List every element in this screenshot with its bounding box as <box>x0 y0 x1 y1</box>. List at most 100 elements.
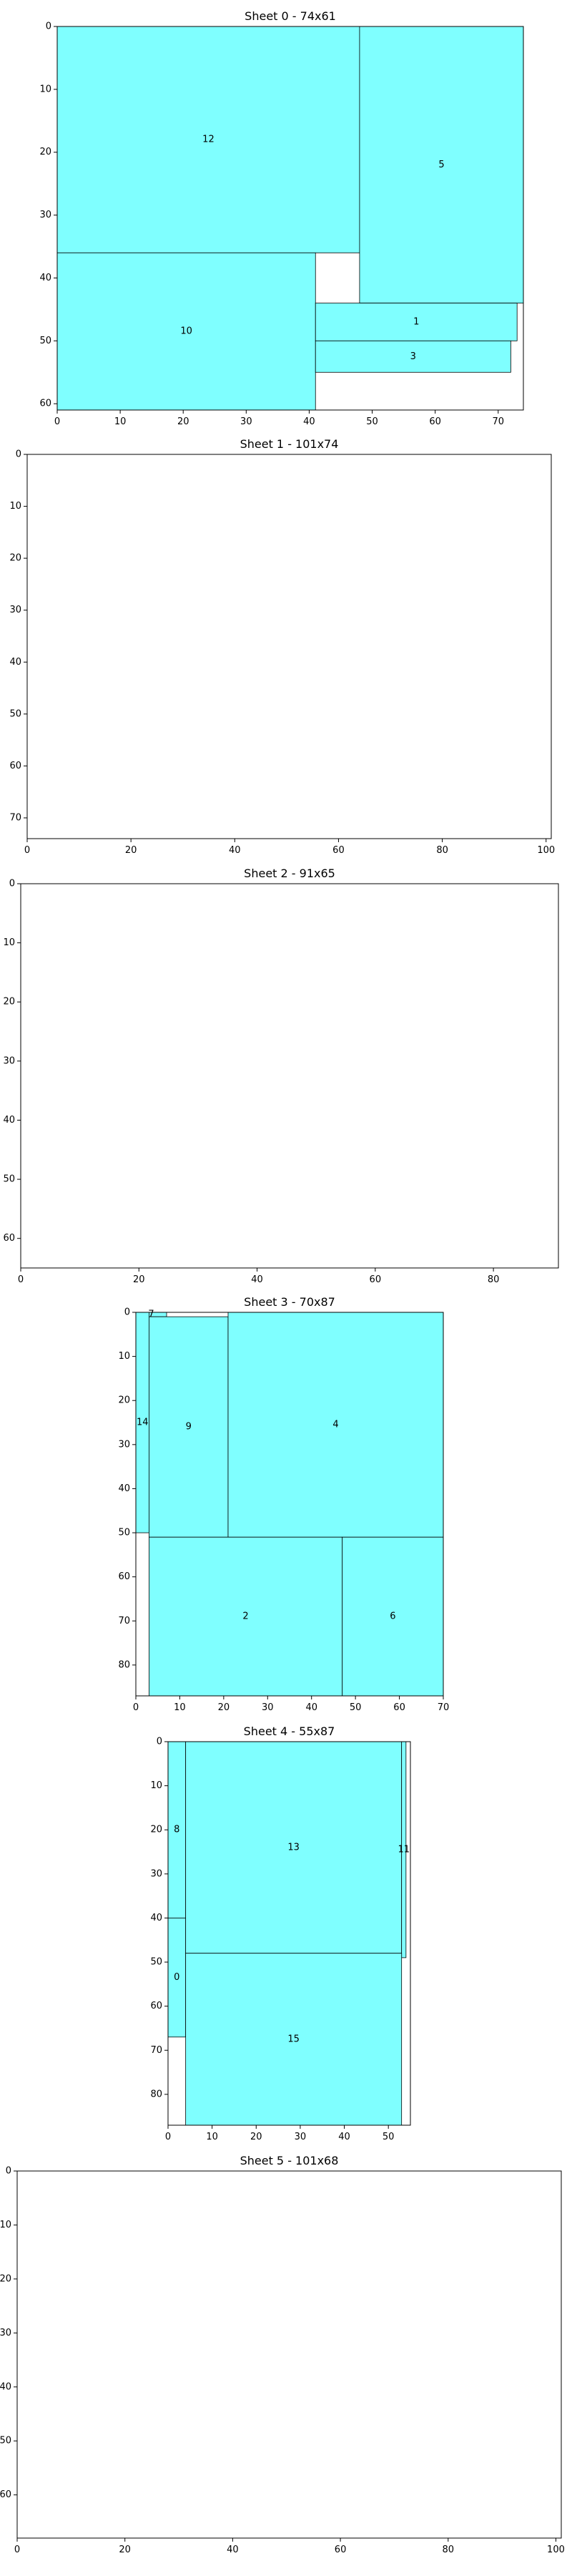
y-tick-label: 20 <box>118 1395 130 1406</box>
piece-label: 14 <box>137 1418 149 1428</box>
x-tick-label: 40 <box>303 416 315 427</box>
piece-label: 3 <box>410 351 416 362</box>
x-tick-label: 80 <box>488 1274 500 1285</box>
y-tick-label: 40 <box>118 1483 130 1494</box>
piece-label: 15 <box>287 2034 300 2044</box>
sheet-1: Sheet 1 - 101x74 0 20 40 60 80 100 0 10 20 30 40 50 6… <box>9 437 555 856</box>
sheet-title: Sheet 5 - 101x68 <box>240 2154 339 2167</box>
piece-label: 5 <box>438 160 444 170</box>
y-tick-label: 80 <box>150 2089 162 2099</box>
x-tick-label: 20 <box>133 1274 145 1285</box>
y-tick-label: 0 <box>124 1307 130 1318</box>
piece-label: 7 <box>148 1309 154 1320</box>
x-tick-label: 50 <box>366 416 378 427</box>
x-tick-label: 20 <box>250 2132 262 2142</box>
y-tick-label: 40 <box>150 1913 162 1923</box>
y-tick-label: 0 <box>9 879 15 889</box>
y-tick-label: 50 <box>9 708 21 719</box>
x-tick-label: 60 <box>370 1274 382 1285</box>
sheet-title: Sheet 3 - 70x87 <box>244 1295 335 1309</box>
sheet-title: Sheet 4 - 55x87 <box>244 1724 335 1738</box>
piece-12 <box>56 26 360 253</box>
y-tick-label: 20 <box>3 997 15 1008</box>
y-tick-label: 40 <box>3 1115 15 1126</box>
y-tick-label: 20 <box>150 1825 162 1835</box>
piece-4 <box>227 1312 444 1538</box>
x-tick-label: 40 <box>227 2545 239 2555</box>
plot-frame <box>167 1741 411 2126</box>
piece-label: 12 <box>202 135 214 145</box>
x-tick-label: 60 <box>332 845 345 856</box>
piece-label: 6 <box>390 1611 395 1622</box>
sheet-title: Sheet 0 - 74x61 <box>245 9 336 23</box>
x-tick-label: 20 <box>218 1702 230 1713</box>
plot-frame <box>135 1312 444 1697</box>
x-tick-label: 60 <box>335 2545 347 2555</box>
x-tick-label: 40 <box>338 2132 350 2142</box>
piece-5 <box>359 26 524 304</box>
y-tick-label: 10 <box>9 501 21 512</box>
plot-frame <box>26 454 552 839</box>
y-tick-label: 10 <box>118 1351 130 1362</box>
y-tick-label: 0 <box>6 2166 11 2177</box>
y-tick-label: 60 <box>39 399 51 409</box>
x-tick-label: 10 <box>206 2132 218 2142</box>
y-tick-label: 10 <box>3 937 15 948</box>
y-tick-label: 10 <box>150 1780 162 1791</box>
x-tick-label: 20 <box>177 416 189 427</box>
x-tick-label: 0 <box>54 416 60 427</box>
x-tick-label: 50 <box>383 2132 395 2142</box>
y-tick-label: 20 <box>9 553 21 564</box>
y-tick-label: 30 <box>9 605 21 615</box>
sheet-5: Sheet 5 - 101x68 0 20 40 60 80 100 0 10 20 30 40 50 6… <box>0 2154 565 2555</box>
piece-9 <box>149 1316 229 1538</box>
y-tick-label: 70 <box>9 812 21 823</box>
y-tick-label: 30 <box>3 1055 15 1066</box>
y-tick-label: 40 <box>39 273 51 283</box>
y-tick-label: 60 <box>3 1233 15 1244</box>
y-tick-label: 70 <box>150 2045 162 2056</box>
y-tick-label: 40 <box>0 2381 11 2392</box>
y-tick-label: 0 <box>157 1737 162 1747</box>
x-tick-label: 20 <box>125 845 137 856</box>
y-tick-label: 30 <box>150 1868 162 1879</box>
x-tick-label: 60 <box>429 416 441 427</box>
piece-label: 4 <box>332 1420 338 1430</box>
piece-2 <box>149 1536 343 1697</box>
x-tick-label: 80 <box>436 845 448 856</box>
plot-frame <box>20 883 559 1269</box>
x-tick-label: 0 <box>24 845 30 856</box>
piece-label: 10 <box>180 326 192 337</box>
y-tick-label: 20 <box>39 147 51 157</box>
sheet-title: Sheet 2 - 91x65 <box>244 867 335 880</box>
sheet-title: Sheet 1 - 101x74 <box>240 437 339 451</box>
x-tick-label: 30 <box>240 416 252 427</box>
piece-10 <box>56 252 316 411</box>
y-tick-label: 0 <box>46 21 51 32</box>
piece-1 <box>315 303 518 341</box>
y-tick-label: 60 <box>150 2001 162 2011</box>
y-tick-label: 0 <box>16 449 21 460</box>
x-tick-label: 70 <box>492 416 504 427</box>
y-tick-label: 50 <box>39 336 51 346</box>
y-tick-label: 80 <box>118 1659 130 1670</box>
piece-label: 2 <box>242 1611 248 1622</box>
piece-label: 8 <box>174 1825 179 1835</box>
piece-label: 13 <box>287 1842 300 1853</box>
x-tick-label: 10 <box>174 1702 186 1713</box>
piece-label: 9 <box>186 1422 192 1433</box>
piece-15 <box>185 1953 403 2126</box>
y-tick-label: 60 <box>118 1571 130 1582</box>
y-tick-label: 70 <box>118 1616 130 1626</box>
y-tick-label: 30 <box>0 2328 11 2338</box>
x-tick-label: 30 <box>262 1702 274 1713</box>
piece-13 <box>185 1741 403 1954</box>
piece-6 <box>342 1536 444 1697</box>
y-tick-label: 30 <box>39 210 51 220</box>
x-tick-label: 0 <box>165 2132 171 2142</box>
y-tick-label: 20 <box>0 2273 11 2284</box>
